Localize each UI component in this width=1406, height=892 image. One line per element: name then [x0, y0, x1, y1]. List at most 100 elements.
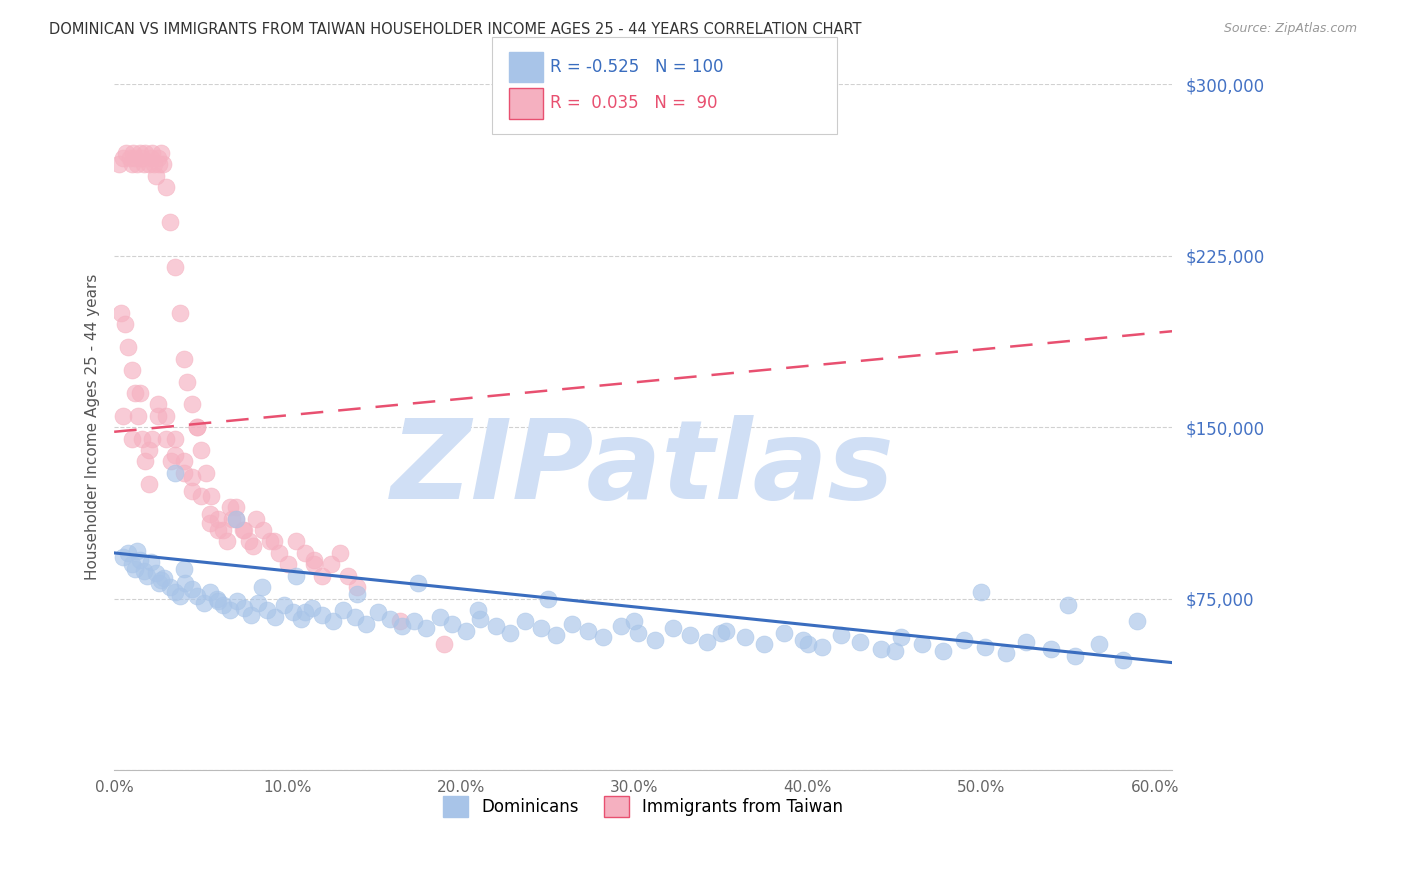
Point	[169, 590, 191, 604]
Point	[132, 564, 155, 578]
Point	[264, 610, 287, 624]
Point	[354, 616, 377, 631]
Point	[121, 157, 143, 171]
Point	[883, 644, 905, 658]
Point	[169, 306, 191, 320]
Point	[225, 511, 247, 525]
Point	[111, 550, 134, 565]
Point	[127, 409, 149, 423]
Text: R = -0.525   N = 100: R = -0.525 N = 100	[550, 58, 723, 76]
Point	[190, 443, 212, 458]
Point	[498, 626, 520, 640]
Point	[150, 146, 173, 161]
Point	[311, 607, 333, 622]
Point	[111, 409, 134, 423]
Point	[890, 631, 912, 645]
Point	[129, 553, 152, 567]
Point	[173, 466, 195, 480]
Point	[319, 558, 342, 572]
Point	[609, 619, 631, 633]
Point	[346, 580, 368, 594]
Point	[163, 584, 186, 599]
Point	[198, 507, 221, 521]
Point	[754, 637, 776, 651]
Point	[129, 386, 152, 401]
Point	[225, 500, 247, 515]
Point	[143, 157, 166, 171]
Point	[163, 448, 186, 462]
Point	[122, 146, 145, 161]
Point	[267, 546, 290, 560]
Text: ZIPatlas: ZIPatlas	[391, 415, 896, 522]
Point	[734, 631, 756, 645]
Point	[207, 594, 229, 608]
Point	[138, 157, 160, 171]
Point	[186, 590, 208, 604]
Point	[433, 637, 456, 651]
Point	[301, 600, 323, 615]
Point	[198, 516, 221, 531]
Point	[406, 575, 429, 590]
Point	[138, 477, 160, 491]
Point	[592, 631, 614, 645]
Point	[515, 615, 537, 629]
Point	[200, 489, 222, 503]
Point	[146, 151, 169, 165]
Point	[131, 151, 153, 165]
Point	[215, 534, 238, 549]
Point	[159, 214, 181, 228]
Point	[576, 624, 599, 638]
Point	[332, 603, 354, 617]
Point	[277, 558, 299, 572]
Point	[263, 534, 285, 549]
Point	[311, 568, 333, 582]
Point	[696, 635, 718, 649]
Point	[186, 420, 208, 434]
Point	[285, 568, 308, 582]
Point	[281, 605, 304, 619]
Point	[233, 523, 256, 537]
Point	[145, 169, 167, 183]
Point	[153, 571, 176, 585]
Point	[146, 409, 169, 423]
Point	[121, 432, 143, 446]
Point	[159, 580, 181, 594]
Point	[561, 616, 583, 631]
Point	[186, 420, 208, 434]
Point	[441, 616, 464, 631]
Point	[849, 635, 872, 649]
Point	[378, 612, 401, 626]
Point	[160, 454, 183, 468]
Text: R =  0.035   N =  90: R = 0.035 N = 90	[550, 95, 717, 112]
Point	[219, 603, 242, 617]
Point	[240, 607, 263, 622]
Point	[225, 511, 247, 525]
Point	[139, 151, 162, 165]
Point	[1015, 635, 1038, 649]
Point	[226, 594, 249, 608]
Point	[911, 637, 934, 651]
Point	[797, 637, 820, 651]
Point	[146, 397, 169, 411]
Point	[994, 647, 1017, 661]
Point	[155, 432, 177, 446]
Point	[830, 628, 852, 642]
Point	[233, 600, 256, 615]
Point	[294, 546, 316, 560]
Point	[238, 534, 260, 549]
Point	[256, 603, 278, 617]
Point	[346, 587, 368, 601]
Point	[285, 534, 308, 549]
Point	[231, 523, 253, 537]
Point	[1088, 637, 1111, 651]
Point	[124, 386, 146, 401]
Point	[661, 621, 683, 635]
Point	[644, 632, 666, 647]
Point	[155, 409, 177, 423]
Point	[148, 575, 170, 590]
Text: DOMINICAN VS IMMIGRANTS FROM TAIWAN HOUSEHOLDER INCOME AGES 25 - 44 YEARS CORREL: DOMINICAN VS IMMIGRANTS FROM TAIWAN HOUS…	[49, 22, 862, 37]
Point	[129, 146, 152, 161]
Point	[404, 615, 426, 629]
Point	[623, 615, 645, 629]
Point	[337, 568, 360, 582]
